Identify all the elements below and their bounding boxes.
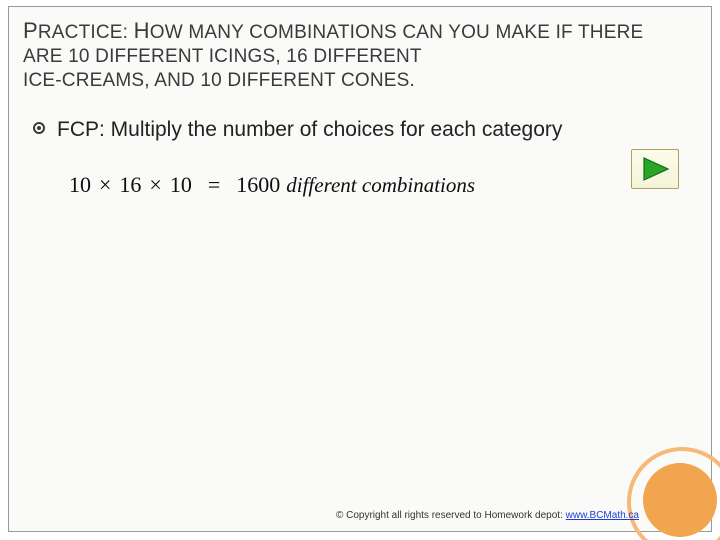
- slide-title: PRACTICE: HOW MANY COMBINATIONS CAN YOU …: [9, 7, 711, 98]
- eq-result: 1600: [236, 172, 280, 198]
- bullet-item: FCP: Multiply the number of choices for …: [33, 116, 687, 143]
- bullet-text: FCP: Multiply the number of choices for …: [57, 116, 562, 143]
- title-capital-h: H: [134, 18, 150, 43]
- title-seg1: RACTICE:: [38, 22, 134, 43]
- eq-tail: different combinations: [286, 173, 475, 198]
- bullet-icon: [33, 122, 45, 134]
- title-line3: ICE-CREAMS, AND 10 DIFFERENT CONES.: [23, 70, 415, 91]
- eq-c: 10: [170, 172, 192, 198]
- eq-op2: ×: [149, 172, 161, 198]
- eq-a: 10: [69, 172, 91, 198]
- eq-op1: ×: [99, 172, 111, 198]
- eq-b: 16: [119, 172, 141, 198]
- play-icon: [644, 158, 668, 180]
- play-button[interactable]: [631, 149, 679, 189]
- slide-frame: PRACTICE: HOW MANY COMBINATIONS CAN YOU …: [8, 6, 712, 532]
- footer-text: © Copyright all rights reserved to Homew…: [336, 510, 566, 521]
- eq-equals: =: [208, 172, 220, 198]
- equation: 10 × 16 × 10 = 1600 different combinatio…: [69, 172, 687, 198]
- title-capital-p: P: [23, 18, 38, 43]
- title-line2: ARE 10 DIFFERENT ICINGS, 16 DIFFERENT: [23, 46, 422, 67]
- title-seg2: OW MANY COMBINATIONS CAN YOU MAKE IF THE…: [150, 22, 644, 43]
- footer-link[interactable]: www.BCMath.ca: [566, 510, 639, 521]
- corner-circle-icon: [643, 463, 717, 537]
- slide-body: FCP: Multiply the number of choices for …: [9, 98, 711, 197]
- footer-credit: © Copyright all rights reserved to Homew…: [336, 510, 639, 521]
